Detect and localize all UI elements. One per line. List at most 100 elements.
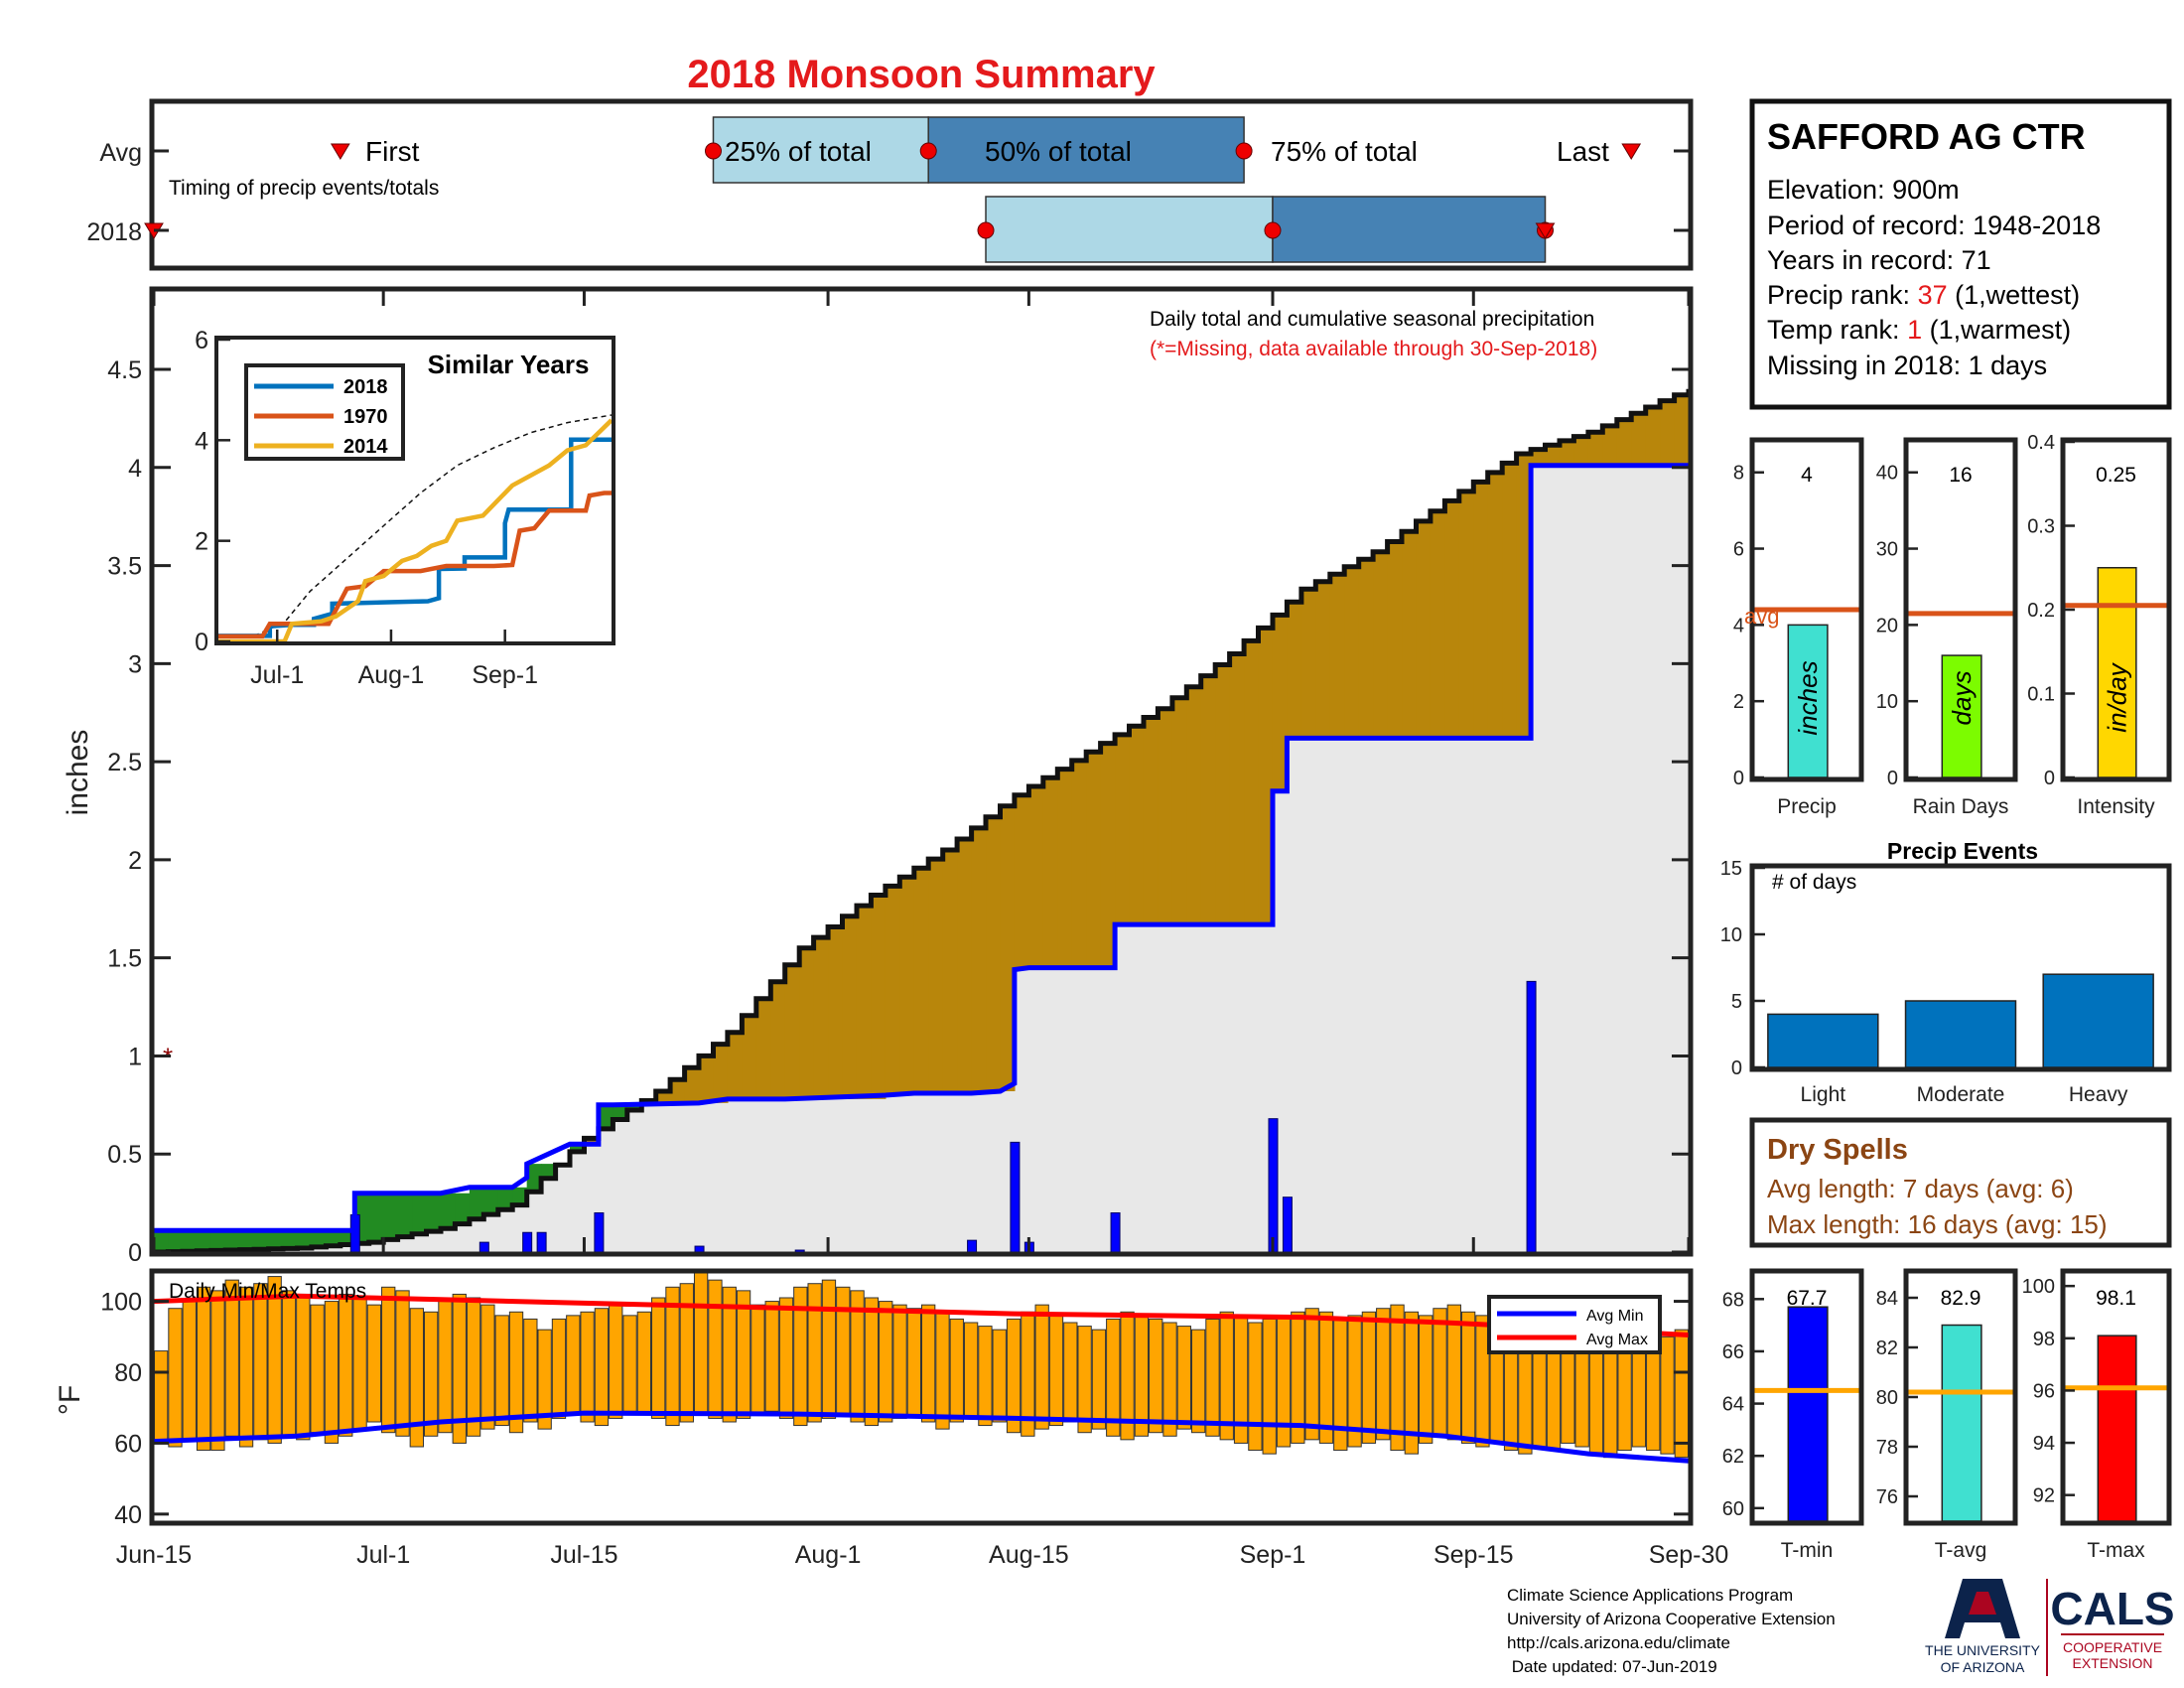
deficit-band-day [1358, 559, 1374, 739]
deficit-band-day [770, 981, 786, 1099]
deficit-band-day [1645, 406, 1661, 466]
daily-temp-bar [196, 1286, 211, 1452]
daily-temp-bar [566, 1315, 581, 1416]
tavg-bar-value-bar [1941, 1324, 1982, 1522]
temp-y-ticks: 40 60 80 100 [100, 1289, 1689, 1529]
main-y-axis-label: inches [62, 730, 94, 816]
daily-temp-bar [722, 1286, 737, 1423]
daily-temp-bar [324, 1301, 340, 1444]
daily-temp-bar [1077, 1326, 1092, 1434]
raindays-bar-y-tick-label: 30 [1876, 539, 1898, 561]
precip-events-bar-heavy [2042, 973, 2154, 1068]
daily-precip-bar [1526, 980, 1537, 1253]
deficit-band-day [713, 1044, 729, 1103]
intensity-bar-value-label: 0.25 [2096, 464, 2136, 487]
surplus-band-day [541, 1164, 557, 1179]
surplus-band-day [225, 1230, 241, 1251]
intensity-bar-y-tick-label: 0.3 [2027, 516, 2055, 538]
daily-temp-bar [1660, 1336, 1675, 1455]
daily-temp-bar [1262, 1318, 1277, 1455]
precip-events-frame [1749, 863, 2172, 1072]
inset-ticks: 0 2 4 6 Jul-1 Aug-1 Sep-1 [195, 327, 538, 689]
precip-events-y-tick-label: 10 [1720, 924, 1742, 946]
deficit-band-day [684, 1067, 700, 1105]
date-axis-label: Jun-15 [116, 1541, 192, 1569]
avg-cumulative-line [154, 388, 1692, 1255]
tmin-bar-value-label: 67.7 [1787, 1287, 1828, 1310]
daily-temp-bar [1006, 1318, 1022, 1434]
raindays-bar-frame [1903, 437, 2018, 782]
precip-events-y-tick-label: 0 [1731, 1057, 1742, 1079]
tavg-bar-y-tick-label: 84 [1876, 1288, 1898, 1310]
deficit-band-day [1143, 717, 1160, 925]
deficit-band-day [1444, 500, 1460, 739]
daily-temp-bar [864, 1297, 880, 1427]
tavg-bar-y-tick-label: 80 [1876, 1387, 1898, 1409]
daily-temp-bar [466, 1297, 481, 1437]
tmax-bar-y-tick-label: 100 [2022, 1276, 2055, 1298]
temps-y-axis-label: °F [54, 1385, 86, 1415]
precip-bar-value-label: 4 [1801, 464, 1813, 487]
surplus-band-day [368, 1193, 384, 1243]
deficit-band-day [1258, 628, 1274, 925]
daily-temp-bar [523, 1318, 538, 1423]
daily-temp-bar [1361, 1311, 1377, 1444]
surplus-band-day [239, 1230, 255, 1250]
avg-min-line [153, 1410, 1690, 1464]
deficit-band-day [1487, 472, 1503, 739]
daily-temp-bar [693, 1272, 709, 1416]
inset-legend-2018: 2018 [343, 376, 388, 398]
precip-events-y-label: # of days [1772, 871, 1856, 894]
deficit-band-day [842, 915, 858, 1099]
daily-precip-bar [536, 1231, 547, 1253]
inset-legend-2014: 2014 [343, 436, 388, 458]
intensity-bar-y-tick-label: 0.1 [2027, 684, 2055, 706]
tmin-bar-y-tick-label: 62 [1722, 1446, 1744, 1468]
footer-line3: http://cals.arizona.edu/climate [1507, 1633, 1730, 1652]
raindays-bar-unit-label: days [1947, 671, 1977, 726]
ua-logo: THE UNIVERSITY OF ARIZONA [1925, 1579, 2041, 1675]
tmax-bar-y-tick-label: 98 [2033, 1329, 2055, 1350]
inset-frame [214, 336, 615, 645]
deficit-band-day [584, 1138, 600, 1145]
daily-temp-bar [879, 1301, 893, 1423]
temp-y-tick-label: 60 [114, 1430, 142, 1458]
daily-temp-bar [210, 1290, 225, 1452]
timing-2018-q1-box [985, 196, 1274, 263]
main-y-tick-label: 2.5 [107, 749, 142, 776]
tavg-bar-x-label: T-avg [1935, 1539, 1987, 1562]
footer-line1: Climate Science Applications Program [1507, 1586, 1793, 1605]
daily-temp-bar [409, 1308, 424, 1448]
station-missing: Missing in 2018: 1 days [1767, 351, 2047, 380]
daily-temp-bar [850, 1290, 865, 1423]
daily-temp-bar [963, 1322, 979, 1419]
surplus-band-day [469, 1187, 484, 1219]
inset-marks [217, 414, 614, 644]
inset-x-tick-label: Sep-1 [472, 661, 538, 689]
station-info-frame [1749, 98, 2172, 410]
footer-line2: University of Arizona Cooperative Extens… [1507, 1610, 1836, 1628]
timing-panel: Avg 2018 Timing of precip events/totals … [86, 98, 1694, 271]
intensity-bar-unit-label: in/day [2103, 661, 2132, 732]
daily-temp-bar [1205, 1318, 1220, 1437]
main-y-tick-label: 4 [128, 455, 142, 483]
precip-bar-avg-label: avg [1744, 604, 1779, 629]
temp-marks [153, 1272, 1690, 1464]
deficit-band-day [1300, 589, 1316, 739]
daily-temp-bar [665, 1286, 680, 1427]
daily-temp-bar [438, 1301, 453, 1434]
date-axis-label: Sep-15 [1433, 1541, 1514, 1569]
main-precip-marks: * [154, 388, 1692, 1255]
surplus-band-day [297, 1230, 313, 1249]
inset-legend-box [244, 363, 405, 461]
temps-legend-box [1487, 1295, 1662, 1354]
daily-temp-bar [1674, 1329, 1689, 1459]
deficit-band-day [1014, 794, 1029, 970]
inset-y-tick-label: 6 [195, 327, 208, 354]
daily-temp-bar [1347, 1315, 1362, 1448]
surplus-band-day [526, 1164, 542, 1193]
deficit-band-day [1402, 531, 1418, 739]
station-years: Years in record: 71 [1767, 245, 1991, 275]
surplus-band-day [512, 1187, 528, 1205]
